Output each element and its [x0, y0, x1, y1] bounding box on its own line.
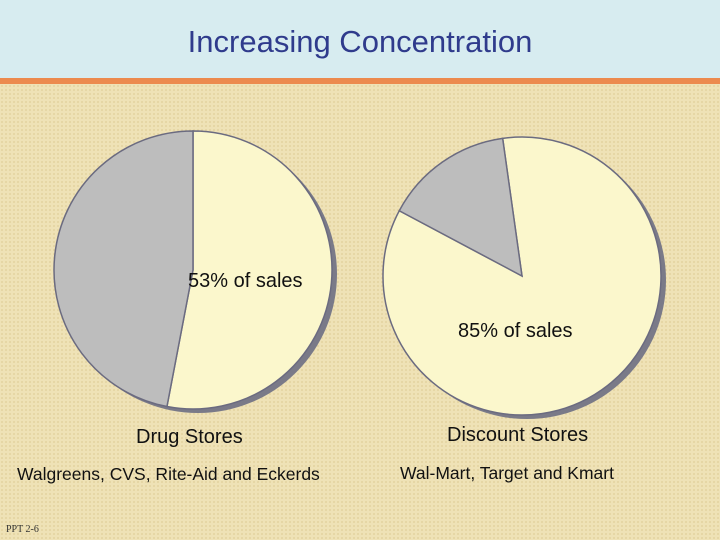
drug-stores-pie — [53, 130, 337, 413]
pie-slice-share — [382, 136, 662, 416]
pie-slice-rest — [398, 137, 523, 278]
drug-stores-title: Drug Stores — [136, 426, 243, 448]
drug-stores-share-label: 53% of sales — [188, 270, 303, 292]
drug-stores-chains: Walgreens, CVS, Rite-Aid and Eckerds — [17, 464, 320, 484]
pie-slice-rest — [53, 130, 194, 408]
slide-title: Increasing Concentration — [187, 24, 533, 59]
discount-stores-chains: Wal-Mart, Target and Kmart — [400, 463, 614, 483]
discount-stores-title: Discount Stores — [447, 424, 589, 446]
title-rule — [0, 78, 720, 84]
title-bar — [0, 0, 720, 78]
slide-footer: PPT 2-6 — [6, 524, 39, 535]
pie-slice-share — [166, 130, 333, 410]
discount-stores-pie — [382, 136, 666, 419]
discount-stores-share-label: 85% of sales — [458, 320, 573, 342]
